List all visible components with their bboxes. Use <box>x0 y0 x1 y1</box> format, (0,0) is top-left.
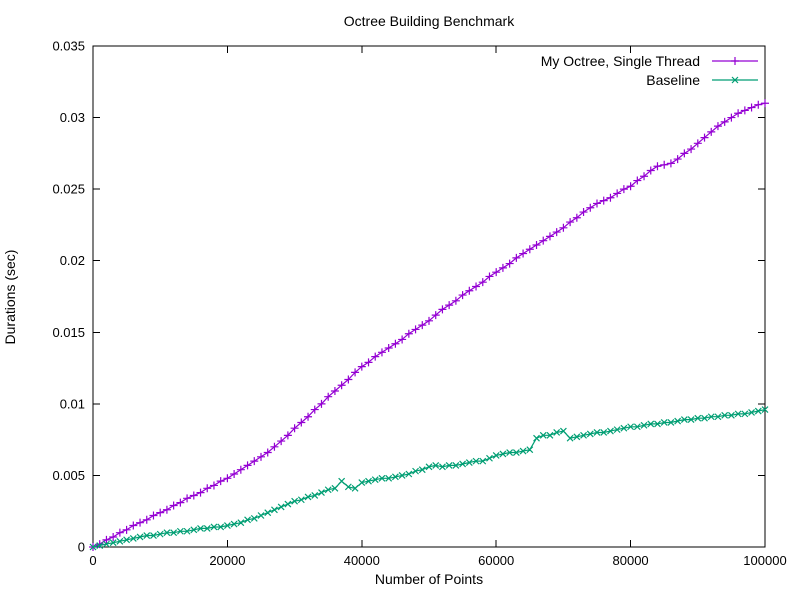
y-tick-label: 0.005 <box>52 468 85 483</box>
legend-label-my-octree: My Octree, Single Thread <box>540 52 700 69</box>
legend-sample-line-baseline <box>712 76 758 83</box>
x-tick-label: 80000 <box>613 553 649 568</box>
x-tick-label: 20000 <box>209 553 245 568</box>
x-tick-label: 0 <box>89 553 96 568</box>
x-tick-label: 60000 <box>478 553 514 568</box>
y-tick-label: 0.02 <box>60 253 85 268</box>
legend-item-baseline: Baseline <box>646 71 760 88</box>
series-line-0 <box>92 102 766 548</box>
legend-item-my-octree: My Octree, Single Thread <box>541 52 760 69</box>
plot-border <box>92 45 766 548</box>
series-markers-0 <box>89 99 769 551</box>
legend: My Octree, Single Thread Baseline <box>541 52 760 88</box>
y-tick-label: 0 <box>78 540 85 555</box>
x-tick-label: 100000 <box>743 553 786 568</box>
chart-title: Octree Building Benchmark <box>343 13 515 29</box>
y-tick-label: 0.03 <box>60 110 85 125</box>
series-line-1 <box>92 409 766 548</box>
series-markers-1 <box>89 406 769 551</box>
x-tick-label: 40000 <box>344 553 380 568</box>
legend-sample-line-my-octree <box>712 56 758 65</box>
y-tick-label: 0.025 <box>52 182 85 197</box>
y-tick-label: 0.01 <box>60 396 85 411</box>
legend-marker <box>731 76 739 83</box>
y-tick-label: 0.035 <box>52 39 85 54</box>
legend-label-baseline: Baseline <box>646 71 700 88</box>
y-tick-label: 0.015 <box>52 325 85 340</box>
legend-marker <box>731 56 739 65</box>
x-axis-label: Number of Points <box>374 571 484 587</box>
